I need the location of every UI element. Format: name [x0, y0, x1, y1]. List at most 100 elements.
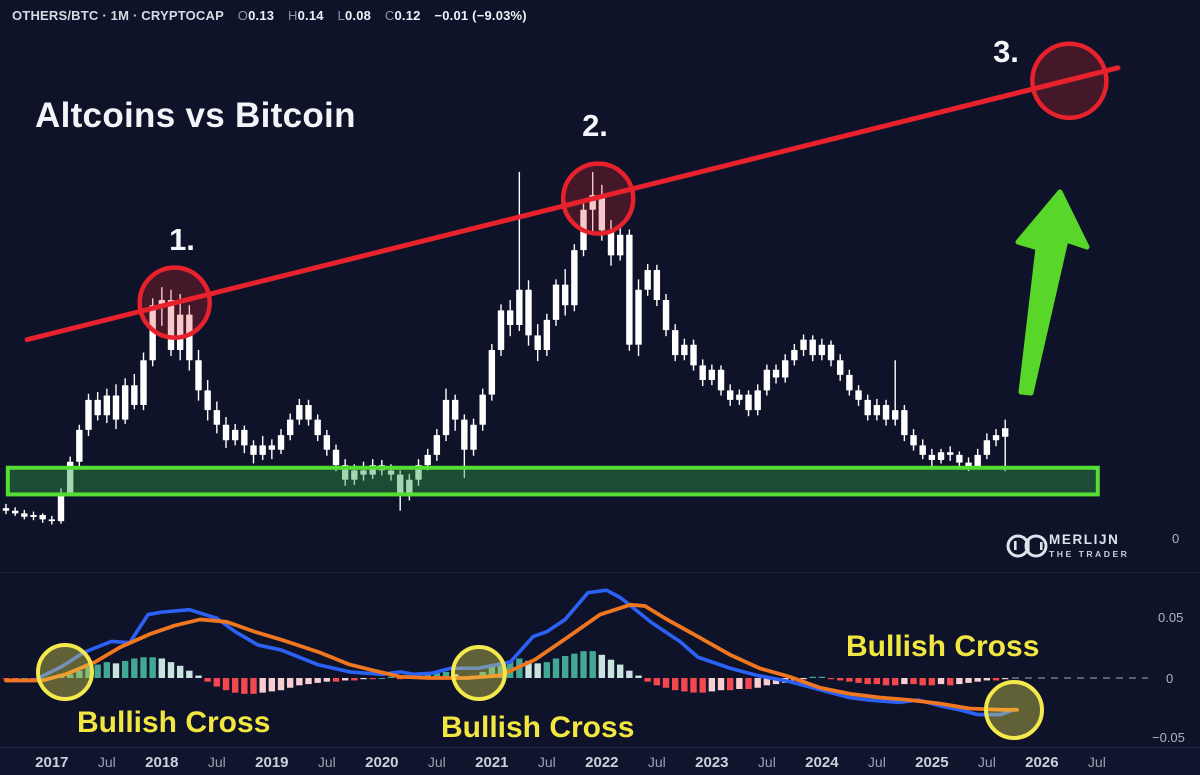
candle-body — [39, 515, 46, 520]
time-axis-jul-2023[interactable]: Jul — [757, 754, 776, 770]
change-value: −0.01 (−9.03%) — [434, 8, 527, 23]
candle-body — [103, 395, 111, 416]
macd-histogram-bar — [112, 663, 120, 678]
time-axis-year-2021[interactable]: 2021 — [475, 754, 509, 771]
chart-canvas[interactable] — [0, 0, 1200, 747]
macd-histogram-bar — [140, 657, 147, 678]
candle-body — [919, 445, 926, 455]
candle-body — [360, 470, 367, 475]
trendline-touch-circle-1 — [137, 265, 212, 340]
time-axis-jul-2018[interactable]: Jul — [207, 754, 226, 770]
candle-body — [708, 369, 716, 381]
candle-body — [690, 344, 697, 366]
candle-body — [286, 419, 294, 436]
candle-body — [571, 250, 578, 306]
macd-histogram-bar — [231, 678, 239, 693]
time-axis-year-2019[interactable]: 2019 — [255, 754, 289, 771]
macd-histogram-bar — [818, 676, 826, 678]
watermark-candle-glyph — [1027, 539, 1030, 552]
macd-histogram-bar — [369, 678, 376, 680]
macd-histogram-bar — [195, 675, 202, 678]
candle-body — [717, 369, 725, 391]
macd-histogram-bar — [827, 678, 835, 680]
macd-histogram-bar — [259, 678, 266, 693]
time-axis-jul-2024[interactable]: Jul — [867, 754, 886, 770]
candle-body — [644, 269, 651, 290]
macd-histogram-bar — [250, 678, 257, 694]
candle-body — [11, 510, 19, 514]
macd-histogram-bar — [561, 656, 569, 678]
bullish-cross-circle-3 — [984, 680, 1044, 740]
open-value: 0.13 — [248, 8, 275, 23]
candle-body — [277, 435, 285, 450]
time-axis-year-2026[interactable]: 2026 — [1025, 754, 1059, 771]
macd-histogram-bar — [204, 678, 211, 682]
candle-body — [351, 470, 358, 480]
time-axis[interactable]: 2017 Jul 2018 Jul 2019 Jul 2020 Jul 2021 Jul 2022 J… — [0, 747, 1200, 775]
candle-body — [461, 419, 468, 450]
macd-histogram-bar — [268, 678, 276, 692]
candle-body — [488, 349, 496, 395]
candle-body — [433, 435, 441, 455]
candle-body — [30, 515, 37, 517]
macd-histogram-bar — [809, 676, 816, 678]
candle-body — [809, 339, 816, 356]
candle-body — [259, 445, 266, 455]
main-axis-zero-label[interactable]: 0 — [1172, 531, 1180, 546]
time-axis-year-2022[interactable]: 2022 — [585, 754, 619, 771]
macd-histogram-bar — [66, 674, 74, 678]
time-axis-year-2023[interactable]: 2023 — [695, 754, 729, 771]
macd-histogram-bar — [552, 658, 560, 678]
candle-body — [57, 492, 65, 522]
macd-histogram-bar — [965, 678, 972, 683]
macd-histogram-bar — [671, 678, 679, 691]
macd-histogram-bar — [726, 678, 734, 691]
time-axis-year-2020[interactable]: 2020 — [365, 754, 399, 771]
time-axis-year-2018[interactable]: 2018 — [145, 754, 179, 771]
candle-body — [451, 399, 459, 420]
macd-histogram-bar — [121, 660, 129, 678]
signal-line — [4, 602, 1020, 712]
candle-body — [76, 429, 83, 462]
time-axis-jul-2020[interactable]: Jul — [427, 754, 446, 770]
low-label: L — [337, 8, 345, 23]
indicator-axis-005-label[interactable]: 0.05 — [1158, 610, 1184, 625]
trendline-touch-circle-2 — [560, 161, 636, 236]
macd-histogram-bar — [846, 678, 853, 682]
macd-histogram-bar — [983, 678, 991, 681]
candle-body — [928, 454, 936, 461]
time-axis-jul-2026[interactable]: Jul — [1087, 754, 1106, 770]
indicator-axis-zero-label[interactable]: 0 — [1166, 671, 1174, 686]
time-axis-jul-2022[interactable]: Jul — [647, 754, 666, 770]
macd-histogram-bar — [314, 678, 321, 683]
candle-body — [479, 394, 486, 425]
macd-histogram-bar — [433, 673, 441, 678]
high-value: 0.14 — [297, 8, 324, 23]
support-zone-box — [5, 465, 1100, 497]
close-value: 0.12 — [394, 8, 421, 23]
candle-body — [736, 394, 743, 400]
time-axis-jul-2021[interactable]: Jul — [537, 754, 556, 770]
macd-histogram-bar — [681, 678, 688, 692]
time-axis-jul-2025[interactable]: Jul — [977, 754, 996, 770]
candle-body — [470, 424, 477, 450]
time-axis-year-2017[interactable]: 2017 — [35, 754, 69, 771]
circle-label-1: 1. — [169, 222, 195, 257]
macd-histogram-bar — [836, 678, 844, 681]
candle-body — [406, 479, 413, 496]
macd-histogram-bar — [772, 678, 780, 685]
indicator-axis-neg005-label[interactable]: −0.05 — [1152, 730, 1185, 745]
macd-histogram-bar — [653, 678, 661, 686]
candle-body — [598, 195, 606, 231]
candle-body — [626, 234, 633, 345]
macd-histogram-bar — [378, 678, 386, 679]
macd-histogram-bar — [626, 670, 633, 678]
macd-histogram-bar — [323, 678, 331, 682]
time-axis-jul-2017[interactable]: Jul — [97, 754, 116, 770]
macd-histogram-bar — [387, 676, 395, 678]
candle-body — [543, 319, 551, 350]
time-axis-jul-2019[interactable]: Jul — [317, 754, 336, 770]
time-axis-year-2025[interactable]: 2025 — [915, 754, 949, 771]
candle-body — [607, 230, 615, 256]
time-axis-year-2024[interactable]: 2024 — [805, 754, 839, 771]
